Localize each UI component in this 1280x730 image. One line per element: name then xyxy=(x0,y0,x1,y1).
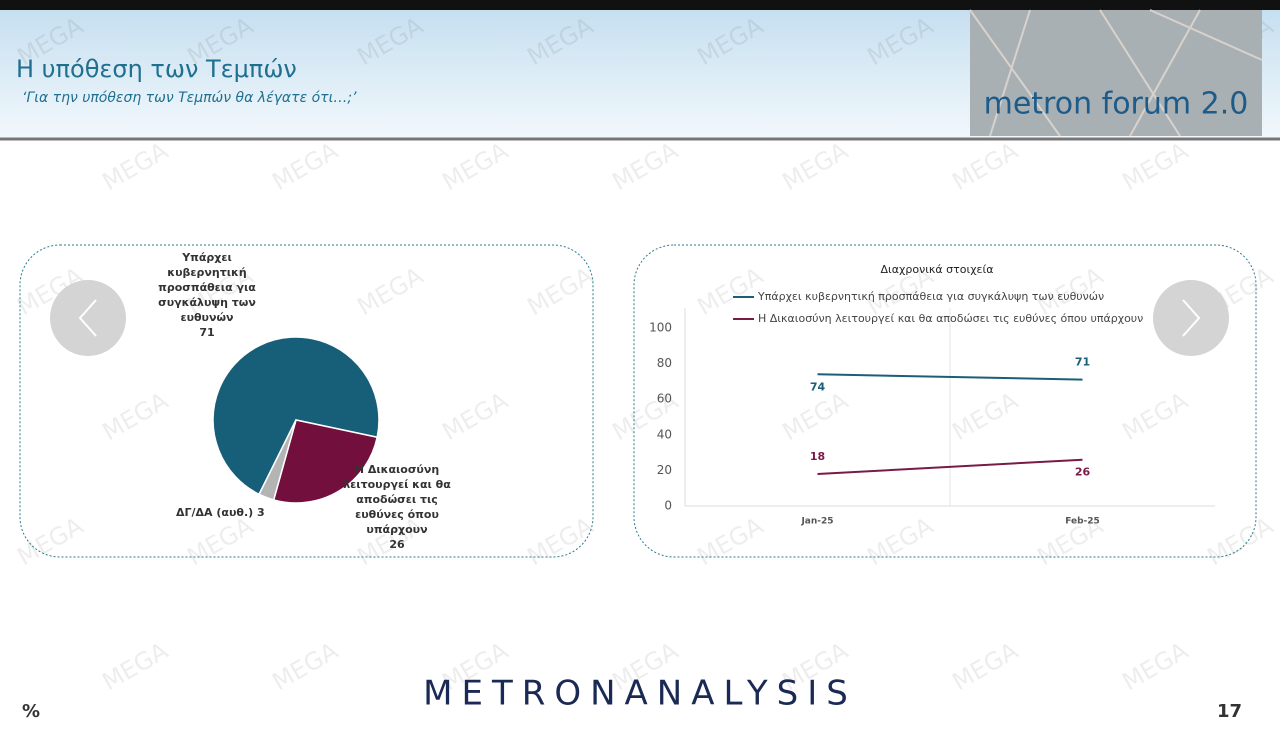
y-tick-label: 20 xyxy=(657,463,672,477)
pie-label-value: 71 xyxy=(199,326,215,339)
pie-label: Η Δικαιοσύνη λειτουργεί και θα αποδώσει … xyxy=(342,462,452,552)
legend-label: Υπάρχει κυβερνητική προσπάθεια για συγκά… xyxy=(757,290,1104,303)
y-tick-label: 60 xyxy=(657,392,672,406)
unit-note: % xyxy=(22,701,40,722)
watermark: MEGA xyxy=(608,386,684,446)
pie-label-text: ΔΓ/ΔΑ (αυθ.) xyxy=(176,506,254,519)
prev-icon xyxy=(78,299,97,337)
watermark: MEGA xyxy=(98,386,174,446)
watermark: MEGA xyxy=(948,386,1024,446)
watermark: MEGA xyxy=(1118,136,1194,196)
watermark: MEGA xyxy=(778,386,854,446)
watermark: MEGA xyxy=(98,636,174,696)
pie-slice xyxy=(212,336,380,496)
watermark: MEGA xyxy=(353,261,429,321)
data-label: 26 xyxy=(1075,466,1091,479)
watermark: MEGA xyxy=(268,636,344,696)
watermark: MEGA xyxy=(1203,511,1279,571)
watermark: MEGA xyxy=(863,511,939,571)
page-number: 17 xyxy=(1217,701,1242,722)
x-tick-label: Feb-25 xyxy=(1065,517,1100,527)
line-series xyxy=(817,458,1083,475)
data-label: 71 xyxy=(1075,356,1090,369)
y-tick-label: 0 xyxy=(664,499,672,513)
logo-pattern xyxy=(969,9,1263,137)
watermark: MEGA xyxy=(1118,386,1194,446)
pie-chart xyxy=(212,336,380,504)
next-button[interactable] xyxy=(1153,280,1229,356)
panel xyxy=(19,244,594,558)
watermark: MEGA xyxy=(778,136,854,196)
y-tick-label: 80 xyxy=(657,356,672,370)
watermark: MEGA xyxy=(948,136,1024,196)
pie-label-value: 26 xyxy=(389,538,405,551)
panel xyxy=(633,244,1257,558)
watermark: MEGA xyxy=(693,261,769,321)
chart-title: Διαχρονικά στοιχεία xyxy=(881,263,994,276)
line-series xyxy=(817,373,1083,381)
pie-label-text: Η Δικαιοσύνη λειτουργεί και θα αποδώσει … xyxy=(343,463,451,536)
watermark: MEGA xyxy=(608,136,684,196)
line-chart: Διαχρονικά στοιχεία 0 20 40 60 80 100 Jan-25 Feb… xyxy=(649,263,1215,527)
pie-label-value: 3 xyxy=(257,506,265,519)
y-tick-label: 100 xyxy=(649,321,672,335)
pie-label: Υπάρχει κυβερνητική προσπάθεια για συγκά… xyxy=(147,250,267,340)
watermark: MEGA xyxy=(438,386,514,446)
logo-text: metron forum 2.0 xyxy=(984,87,1249,122)
watermark: MEGA xyxy=(268,136,344,196)
prev-button[interactable] xyxy=(50,280,126,356)
legend-label: Η Δικαιοσύνη λειτουργεί και θα αποδώσει … xyxy=(758,312,1143,325)
watermark: MEGA xyxy=(948,636,1024,696)
pie-slice xyxy=(258,419,297,501)
watermark: MEGA xyxy=(523,261,599,321)
pie-slice xyxy=(272,419,379,504)
watermark: MEGA xyxy=(98,136,174,196)
data-label: 74 xyxy=(810,380,826,393)
watermark: MEGA xyxy=(1118,636,1194,696)
x-tick-label: Jan-25 xyxy=(800,517,833,527)
next-icon xyxy=(1182,299,1201,337)
y-tick-label: 40 xyxy=(657,427,672,441)
watermark: MEGA xyxy=(523,511,599,571)
watermark: MEGA xyxy=(13,511,89,571)
brand: METRONANALYSIS xyxy=(423,674,857,714)
pie-label-text: Υπάρχει κυβερνητική προσπάθεια για συγκά… xyxy=(158,251,256,324)
watermark: MEGA xyxy=(438,136,514,196)
top-bar xyxy=(0,0,1280,10)
watermark: MEGA xyxy=(693,511,769,571)
logo-image xyxy=(970,10,1262,136)
watermark: MEGA xyxy=(183,511,259,571)
data-label: 18 xyxy=(810,450,825,463)
slide-title: Η υπόθεση των Τεμπών xyxy=(16,55,297,83)
pie-label: ΔΓ/ΔΑ (αυθ.) 3 xyxy=(176,505,276,520)
slide-subtitle: ‘Για την υπόθεση των Τεμπών θα λέγατε ότ… xyxy=(22,90,357,106)
